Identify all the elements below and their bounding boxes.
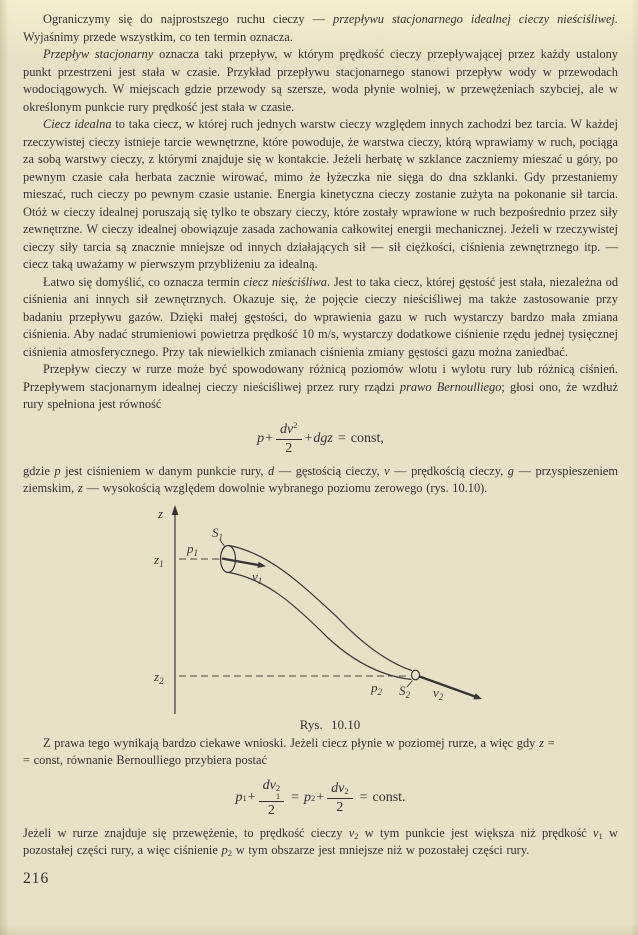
text-run: Przepływ cieczy w rurze może być spowodo… [23,362,618,394]
v2-arrow [419,674,476,698]
variable: d [268,463,275,478]
operator: + [247,790,256,805]
variable: p [303,790,311,805]
z1-label: z1 [153,552,164,569]
subscript: 1 [598,830,603,841]
text-run: = const, równanie Bernoulliego przybiera… [23,753,267,767]
constant: const. [372,790,406,805]
v2-label: v2 [433,685,444,702]
variable: g [507,463,514,478]
equals-sign: = [337,431,346,446]
variable: dgz [313,431,333,446]
text-run: Wyjaśnimy przede wszystkim, co ten termi… [23,29,293,44]
text-run: w tym obszarze jest mniejsze niż w pozos… [232,843,530,857]
text-run: — gęstością cieczy, [274,463,385,478]
v2-arrowhead-icon [473,692,482,699]
italic-term: Ciecz idealna [43,117,112,131]
subscript: 2 [354,830,359,841]
variable: p [221,843,228,857]
z-axis-label: z [157,506,163,521]
text-run: Z prawa tego wynikają bardzo ciekawe wni… [43,735,540,750]
variable: v [384,463,390,478]
superscript: 2 [293,419,298,430]
v1-label: v1 [252,569,262,586]
denominator: 2 [267,802,275,818]
variable: v [593,825,599,840]
v1-arrowhead-icon [257,561,266,568]
variable: z [77,481,83,495]
figure-rys-10-10: z z1 p1 S1 v1 z2 p2 S2 [130,504,530,733]
superscript: 2 [275,782,281,793]
text-run: gdzie [23,463,55,478]
italic-term: prawo Bernoulliego [399,379,502,394]
text-run: oznacza taki przepływ, w którym prędkość… [23,47,618,114]
text-run: Jeżeli w rurze znajduje się przewężenie,… [23,825,349,840]
p2-label: p2 [370,680,383,697]
paragraph-bernoulli-law: Przepływ cieczy w rurze może być spowodo… [23,361,618,414]
text-run: . Jest to taka ciecz, której gęstość jes… [23,274,619,359]
variable: dv [280,421,294,437]
equation-bernoulli-general: p + dv2 2 + dgz = const, [23,419,618,457]
fraction: dv2 2 [327,780,353,816]
variable: z [539,735,544,750]
denominator: 2 [336,799,344,815]
p1-label: p1 [186,541,198,558]
text-run: Ograniczymy się do najprostszego ruchu c… [43,12,334,26]
paragraph-incompressible-liquid: Łatwo się domyślić, co oznacza termin ci… [23,274,618,362]
paragraph-conclusions: Z prawa tego wynikają bardzo ciekawe wni… [23,735,618,770]
paragraph-ideal-liquid: Ciecz idealna to taka ciecz, w której ru… [23,116,618,274]
text-run: — prędkością cieczy, [389,463,508,478]
s1-label: S1 [212,525,223,542]
pipe-lower-wall [228,571,412,680]
variable: v [348,825,355,840]
text-run: Łatwo się domyślić, co oznacza termin [43,274,244,289]
s2-leader-line [406,679,413,687]
subscript: 1 [275,790,281,801]
equation-bernoulli-horizontal: p 1 + dv 2 1 2 = p 2 + dv2 2 = const. [235,777,406,819]
pipe-flow-diagram: z z1 p1 S1 v1 z2 p2 S2 [153,504,482,714]
subscript: 2 [344,785,349,796]
variable: dv [331,780,345,796]
inlet-cross-section [219,544,237,573]
s1-leader-line [219,539,226,547]
figure-caption: Rys. 10.10 [299,716,361,732]
variable: dv [262,777,276,793]
operator: + [304,431,313,446]
z2-label: z2 [153,669,164,686]
paragraph-stationary-flow: Przepływ stacjonarny oznacza taki przepł… [23,46,618,116]
paragraph-constriction: Jeżeli w rurze znajduje się przewężenie,… [23,825,618,860]
z-axis-arrowhead-icon [171,504,179,515]
equals-sign: = [359,790,368,805]
equals-sign: = [291,790,299,805]
subscript: 2 [227,848,232,858]
operator: + [316,790,325,805]
text-run: = [543,735,555,750]
variable: p [235,790,243,805]
variable: p [54,463,61,478]
italic-term: ciecz nieściśliwa [243,274,327,289]
italic-term: Przepływ stacjonarny [43,47,154,61]
paragraph-intro: Ograniczymy się do najprostszego ruchu c… [23,11,618,46]
s2-label: S2 [399,683,411,700]
italic-term: przepływu stacjonarnego idealnej cieczy … [333,12,618,26]
text-run: — wysokością względem dowolnie wybranego… [82,481,488,495]
text-run: — przyspieszeniem ziemskim, [23,463,619,496]
operator: + [265,431,274,446]
text-run: w pozostałej części rury, a więc ciśnien… [23,825,618,858]
paragraph-symbols-legend: gdzie p jest ciśnieniem w danym punkcie … [23,463,618,498]
text-run: ; głosi ono, że wzdłuż rury spełniona je… [23,379,618,412]
outlet-cross-section [410,669,421,680]
text-run: jest ciśnieniem w danym punkcie rury, [60,463,269,478]
fraction: dv2 2 [276,419,302,457]
text-run: w tym punkcie jest większa niż prędkość [358,825,594,840]
text-run: to taka ciecz, w której ruch jednych war… [23,117,618,271]
variable: p [257,431,265,446]
v1-arrow [221,556,259,566]
constant: const, [350,431,384,446]
denominator: 2 [285,440,293,456]
page-number: 216 [23,869,50,887]
pipe-upper-wall [228,544,413,671]
fraction: dv 2 1 2 [258,777,285,819]
